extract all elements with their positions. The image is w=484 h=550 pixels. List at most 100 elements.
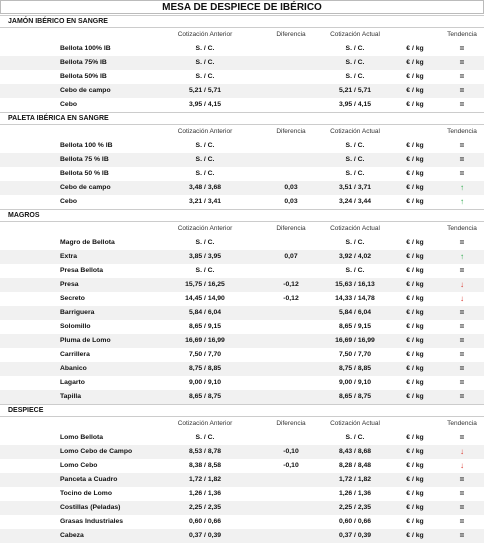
column-header: Cotización Anterior <box>177 420 233 427</box>
item-name: Bellota 50 % IB <box>60 170 109 177</box>
current-price: S. / C. <box>345 45 365 52</box>
previous-price: S. / C. <box>195 170 215 177</box>
trend: = <box>459 489 465 498</box>
section-header: DESPIECE <box>0 404 484 417</box>
column-header: Cotización Actual <box>330 225 380 232</box>
unit: € / kg <box>406 476 424 483</box>
current-price: 8,43 / 8,68 <box>338 448 372 455</box>
page-title: MESA DE DESPIECE DE IBÉRICO <box>0 0 484 14</box>
column-header-row: Cotización Anterior Diferencia Cotización … <box>0 125 484 138</box>
previous-price: 0,37 / 0,39 <box>188 532 222 539</box>
item-name: Grasas Industriales <box>60 518 124 525</box>
unit: € / kg <box>406 434 424 441</box>
table-row: Presa 15,75 / 16,25 -0,12 15,63 / 16,13 € / … <box>0 278 484 292</box>
table-row: Extra 3,85 / 3,95 0,07 3,92 / 4,02 € / kg ↑ <box>0 250 484 264</box>
column-header: Diferencia <box>276 128 306 135</box>
current-price: 14,33 / 14,78 <box>335 295 375 302</box>
previous-price: 5,84 / 6,04 <box>188 309 222 316</box>
table-row: Cebo 3,21 / 3,41 0,03 3,24 / 3,44 € / kg ↑ <box>0 195 484 209</box>
unit: € / kg <box>406 267 424 274</box>
table-row: Presa Bellota S. / C. S. / C. € / kg = <box>0 264 484 278</box>
column-header-row: Cotización Anterior Diferencia Cotización … <box>0 28 484 41</box>
unit: € / kg <box>406 239 424 246</box>
column-header: Cotización Anterior <box>177 128 233 135</box>
current-price: 5,84 / 6,04 <box>338 309 372 316</box>
item-name: Tocino de Lomo <box>60 490 112 497</box>
unit: € / kg <box>406 393 424 400</box>
item-name: Bellota 100 % IB <box>60 142 113 149</box>
previous-price: 3,85 / 3,95 <box>188 253 222 260</box>
difference: -0,12 <box>283 295 299 302</box>
unit: € / kg <box>406 198 424 205</box>
trend: = <box>459 322 465 331</box>
column-header: Cotización Actual <box>330 128 380 135</box>
current-price: 1,72 / 1,82 <box>338 476 372 483</box>
unit: € / kg <box>406 87 424 94</box>
item-name: Bellota 50% IB <box>60 73 107 80</box>
section-title: PALETA IBÉRICA EN SANGRE <box>8 115 109 122</box>
difference: 0,03 <box>284 198 298 205</box>
item-name: Cebo <box>60 101 77 108</box>
previous-price: S. / C. <box>195 239 215 246</box>
column-header: Cotización Anterior <box>177 225 233 232</box>
item-name: Solomillo <box>60 323 91 330</box>
trend: ↑ <box>460 183 464 192</box>
trend: ↑ <box>460 197 464 206</box>
unit: € / kg <box>406 365 424 372</box>
section-header: JAMÓN IBÉRICO EN SANGRE <box>0 15 484 28</box>
item-name: Presa <box>60 281 79 288</box>
unit: € / kg <box>406 295 424 302</box>
unit: € / kg <box>406 490 424 497</box>
current-price: S. / C. <box>345 170 365 177</box>
previous-price: S. / C. <box>195 73 215 80</box>
previous-price: 3,21 / 3,41 <box>188 198 222 205</box>
previous-price: 8,65 / 8,75 <box>188 393 222 400</box>
table-row: Costillas (Peladas) 2,25 / 2,35 2,25 / 2,3… <box>0 501 484 515</box>
previous-price: 14,45 / 14,90 <box>185 295 225 302</box>
unit: € / kg <box>406 45 424 52</box>
trend: = <box>459 517 465 526</box>
column-header: Cotización Anterior <box>177 31 233 38</box>
trend: = <box>459 364 465 373</box>
unit: € / kg <box>406 253 424 260</box>
trend: = <box>459 433 465 442</box>
section-title: DESPIECE <box>8 407 44 414</box>
current-price: S. / C. <box>345 267 365 274</box>
current-price: 8,65 / 9,15 <box>338 323 372 330</box>
item-name: Bellota 75% IB <box>60 59 107 66</box>
current-price: 3,24 / 3,44 <box>338 198 372 205</box>
section-header: PALETA IBÉRICA EN SANGRE <box>0 112 484 125</box>
section-title: MAGROS <box>8 212 40 219</box>
table-row: Cabeza 0,37 / 0,39 0,37 / 0,39 € / kg = <box>0 529 484 543</box>
item-name: Pluma de Lomo <box>60 337 111 344</box>
current-price: S. / C. <box>345 239 365 246</box>
previous-price: 3,48 / 3,68 <box>188 184 222 191</box>
current-price: 0,60 / 0,66 <box>338 518 372 525</box>
column-header-row: Cotización Anterior Diferencia Cotización … <box>0 222 484 235</box>
table-row: Cebo 3,95 / 4,15 3,95 / 4,15 € / kg = <box>0 98 484 112</box>
previous-price: 5,21 / 5,71 <box>188 87 222 94</box>
previous-price: 15,75 / 16,25 <box>185 281 225 288</box>
current-price: 8,28 / 8,48 <box>338 462 372 469</box>
trend: = <box>459 392 465 401</box>
item-name: Magro de Bellota <box>60 239 115 246</box>
unit: € / kg <box>406 351 424 358</box>
previous-price: S. / C. <box>195 59 215 66</box>
table-row: Lagarto 9,00 / 9,10 9,00 / 9,10 € / kg = <box>0 376 484 390</box>
item-name: Cebo <box>60 198 77 205</box>
unit: € / kg <box>406 59 424 66</box>
previous-price: S. / C. <box>195 142 215 149</box>
trend: = <box>459 44 465 53</box>
column-header: Tendencia <box>447 420 477 427</box>
item-name: Secreto <box>60 295 85 302</box>
column-header: Cotización Actual <box>330 420 380 427</box>
trend: ↓ <box>460 280 464 289</box>
column-header: Diferencia <box>276 225 306 232</box>
table-row: Lomo Bellota S. / C. S. / C. € / kg = <box>0 431 484 445</box>
table-row: Tapilla 8,65 / 8,75 8,65 / 8,75 € / kg = <box>0 390 484 404</box>
item-name: Lagarto <box>60 379 85 386</box>
previous-price: 9,00 / 9,10 <box>188 379 222 386</box>
item-name: Cabeza <box>60 532 84 539</box>
previous-price: 8,65 / 9,15 <box>188 323 222 330</box>
current-price: S. / C. <box>345 59 365 66</box>
